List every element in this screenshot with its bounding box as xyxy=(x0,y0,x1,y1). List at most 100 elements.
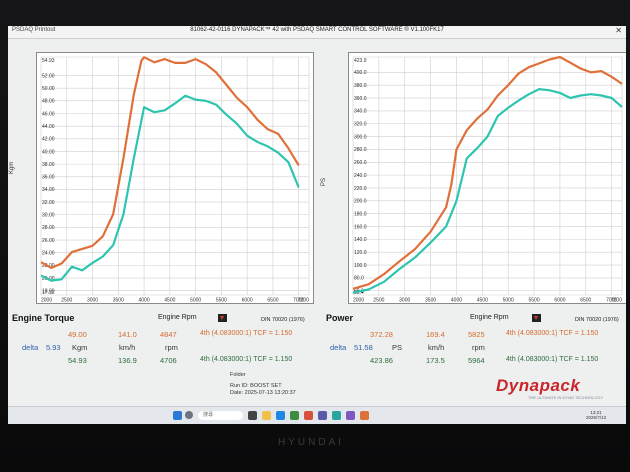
power-x-tick-label: 5500 xyxy=(528,298,539,304)
torque-rpm-dropdown-icon[interactable] xyxy=(218,314,227,322)
clock-date: 2025/7/13 xyxy=(586,415,607,420)
dynapack-tagline: THE ULTIMATE IN DYNO TECHNOLOGY xyxy=(528,395,604,400)
task-view-icon[interactable] xyxy=(248,411,257,420)
torque-chart: 2000 2500 3000 3500 4000 4500 5000 5500 6000 6500… xyxy=(36,52,314,304)
power-delta-label: delta xyxy=(330,343,347,352)
torque-y-tick-label: 54.93 xyxy=(42,58,55,64)
torque-y-tick-label: 18.00 xyxy=(42,288,55,294)
power-y-tick-label: 80.0 xyxy=(354,276,364,282)
power-unit: PS xyxy=(392,343,403,352)
torque-y-tick-label: 50.00 xyxy=(42,86,55,92)
power-rpm-unit: rpm xyxy=(472,343,485,352)
torque-series-line-2 xyxy=(40,94,300,282)
search-icon[interactable] xyxy=(185,411,193,419)
torque-x-tick-label: 2500 xyxy=(61,298,72,304)
torque-y-tick-label: 40.00 xyxy=(42,149,55,155)
window-titlebar: PSDAQ Printout 81062-42-0116 DYNAPACK™ 4… xyxy=(8,26,626,39)
power-rpm-dropdown-icon[interactable] xyxy=(532,314,541,322)
folder-label: Folder xyxy=(230,372,246,378)
app-icon-4[interactable] xyxy=(332,411,341,420)
app-icon-3[interactable] xyxy=(318,411,327,420)
window-title: 81062-42-0116 DYNAPACK™ 42 with PSDAQ SM… xyxy=(190,27,444,33)
torque-row1-rpm: 4847 xyxy=(160,330,177,339)
power-y-tick-label: 360.0 xyxy=(354,96,367,102)
power-row3-speed: 173.5 xyxy=(426,356,445,365)
power-x-tick-label: 6000 xyxy=(554,298,565,304)
torque-x-tick-label: 7200 xyxy=(298,298,309,304)
torque-y-tick-label: 44.00 xyxy=(42,124,55,130)
power-y-tick-label: 160.0 xyxy=(354,224,367,230)
power-y-tick-label: 120.0 xyxy=(354,250,367,256)
app-icon-6[interactable] xyxy=(360,411,369,420)
torque-x-tick-label: 2000 xyxy=(41,298,52,304)
power-x-tick-label: 3000 xyxy=(399,298,410,304)
torque-x-axis-label: Engine Rpm xyxy=(158,314,197,321)
taskbar-search-input[interactable]: 搜尋 xyxy=(198,411,243,420)
power-row3-gear: 4th (4.083000:1) TCF = 1.150 xyxy=(506,356,599,363)
torque-y-tick-label: 24.00 xyxy=(42,251,55,257)
torque-x-tick-label: 7000 xyxy=(293,298,304,304)
power-row1-value: 372.28 xyxy=(370,330,393,339)
torque-row3-rpm: 4706 xyxy=(160,356,177,365)
torque-din-standard: DIN 70020 (1976) xyxy=(261,317,305,323)
torque-x-tick-label: 4500 xyxy=(164,298,175,304)
app-icon-1[interactable] xyxy=(290,411,299,420)
power-y-tick-label: 400.0 xyxy=(354,70,367,76)
dynapack-logo: Dynapack xyxy=(496,376,581,395)
app-icon-2[interactable] xyxy=(304,411,313,420)
torque-x-tick-label: 3500 xyxy=(113,298,124,304)
power-x-tick-label: 4000 xyxy=(451,298,462,304)
torque-row1-speed: 141.0 xyxy=(118,330,137,339)
torque-x-tick-label: 6500 xyxy=(267,298,278,304)
close-icon[interactable]: ✕ xyxy=(615,26,622,35)
power-speed-unit: km/h xyxy=(428,343,445,352)
run-id: Run ID: BOOST SET xyxy=(230,383,282,389)
power-y-tick-label: 100.0 xyxy=(354,263,367,269)
torque-y-tick-label: 32.00 xyxy=(42,200,55,206)
power-x-tick-label: 3500 xyxy=(425,298,436,304)
power-y-tick-label: 240.0 xyxy=(354,173,367,179)
power-din-standard: DIN 70020 (1976) xyxy=(575,317,619,323)
app-label: PSDAQ Printout xyxy=(12,27,56,33)
file-explorer-icon[interactable] xyxy=(262,411,271,420)
torque-x-tick-label: 3000 xyxy=(87,298,98,304)
torque-y-tick-label: 38.00 xyxy=(42,162,55,168)
clock-time: 13:21 xyxy=(590,410,602,415)
torque-y-axis-label: Kgm xyxy=(9,161,15,174)
power-y-tick-label: 320.0 xyxy=(354,122,367,128)
taskbar: 搜尋 13:21 2025/7/13 xyxy=(8,406,626,424)
torque-y-tick-label: 26.00 xyxy=(42,238,55,244)
windows-start-icon[interactable] xyxy=(173,411,182,420)
torque-speed-unit: km/h xyxy=(119,343,136,352)
torque-row3-value: 54.93 xyxy=(68,356,87,365)
torque-panel-title: Engine Torque xyxy=(12,313,75,323)
torque-delta-label: delta xyxy=(22,343,39,352)
torque-delta-value: 5.93 xyxy=(46,343,61,352)
power-x-axis-label: Engine Rpm xyxy=(470,314,509,321)
power-series-line-1 xyxy=(352,55,623,290)
screen: PSDAQ Printout 81062-42-0116 DYNAPACK™ 4… xyxy=(8,26,626,424)
torque-x-tick-label: 6000 xyxy=(242,298,253,304)
power-y-tick-label: 300.0 xyxy=(354,134,367,140)
torque-y-tick-label: 48.00 xyxy=(42,99,55,105)
power-y-tick-label: 200.0 xyxy=(354,199,367,205)
torque-chart-svg: 2000 2500 3000 3500 4000 4500 5000 5500 6000 6500… xyxy=(40,56,310,304)
torque-y-tick-label: 46.00 xyxy=(42,111,55,117)
power-y-tick-label: 380.0 xyxy=(354,83,367,89)
app-icon-5[interactable] xyxy=(346,411,355,420)
power-x-tick-label: 6500 xyxy=(580,298,591,304)
torque-y-tick-label: 30.00 xyxy=(42,213,55,219)
power-x-tick-label: 5000 xyxy=(503,298,514,304)
power-y-tick-label: 140.0 xyxy=(354,237,367,243)
torque-y-tick-label: 34.00 xyxy=(42,187,55,193)
torque-rpm-unit: rpm xyxy=(165,343,178,352)
edge-browser-icon[interactable] xyxy=(276,411,285,420)
torque-row1-gear: 4th (4.083000:1) TCF = 1.150 xyxy=(200,330,293,337)
taskbar-clock[interactable]: 13:21 2025/7/13 xyxy=(586,410,606,420)
torque-row3-speed: 136.9 xyxy=(118,356,137,365)
torque-row3-gear: 4th (4.083000:1) TCF = 1.150 xyxy=(200,356,293,363)
run-date: Date: 2025-07-13 13:20:37 xyxy=(230,390,296,396)
torque-x-tick-label: 5000 xyxy=(190,298,201,304)
torque-x-tick-label: 4000 xyxy=(139,298,150,304)
torque-y-tick-label: 28.00 xyxy=(42,225,55,231)
